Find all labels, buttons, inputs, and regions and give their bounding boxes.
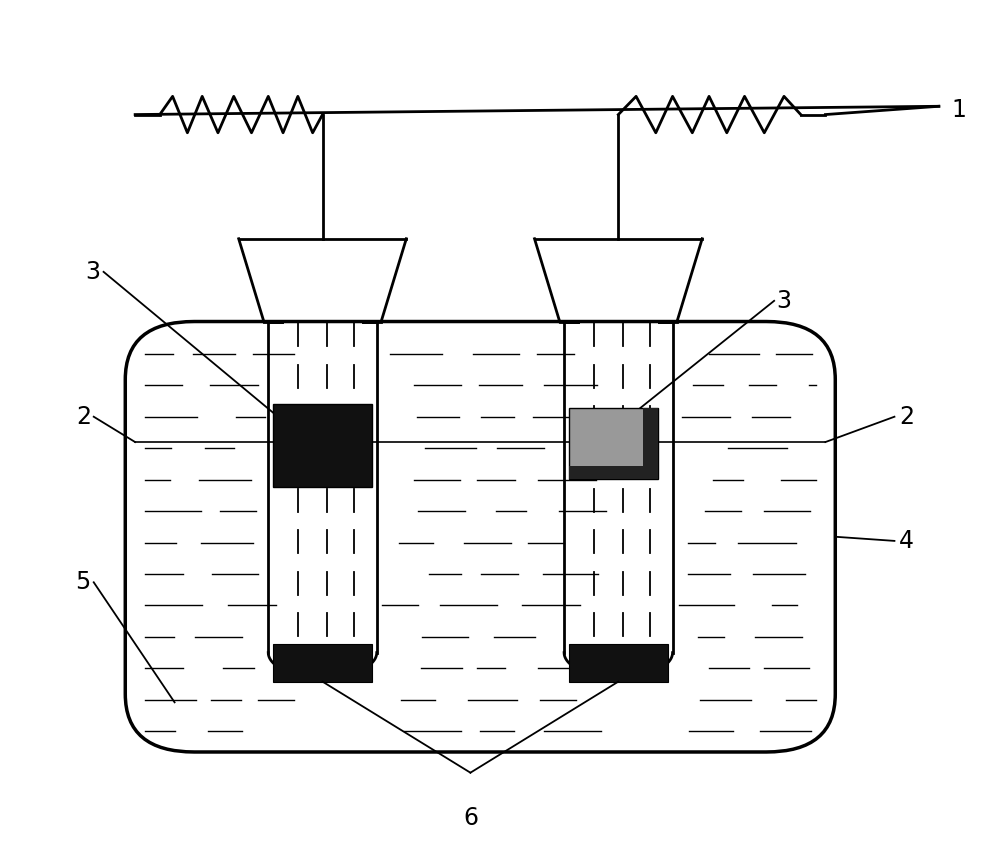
Text: 3: 3 (776, 289, 791, 313)
Text: 4: 4 (899, 529, 914, 553)
Text: 3: 3 (86, 260, 101, 284)
Text: 1: 1 (952, 99, 967, 122)
Bar (569, 409, 658, 479)
Bar (643, 409, 658, 479)
Text: 5: 5 (76, 570, 91, 594)
Bar (569, 466, 658, 479)
Text: 6: 6 (463, 806, 478, 830)
Bar (569, 644, 668, 682)
Text: 2: 2 (899, 405, 914, 429)
Text: 2: 2 (76, 405, 91, 429)
FancyBboxPatch shape (125, 321, 835, 752)
Bar (273, 405, 372, 487)
Bar (273, 644, 372, 682)
